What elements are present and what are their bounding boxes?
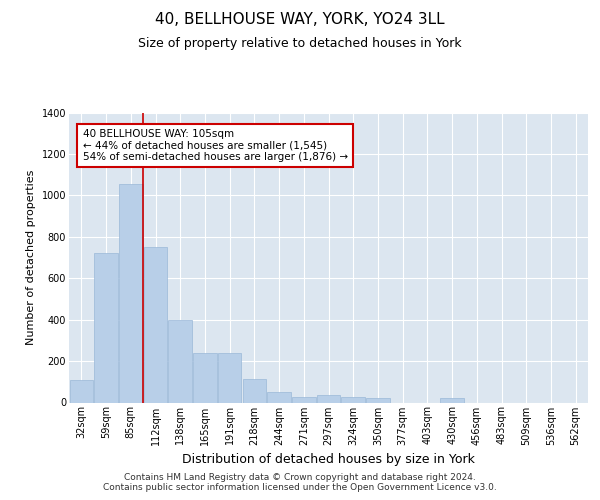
Text: 40 BELLHOUSE WAY: 105sqm
← 44% of detached houses are smaller (1,545)
54% of sem: 40 BELLHOUSE WAY: 105sqm ← 44% of detach…	[83, 129, 348, 162]
X-axis label: Distribution of detached houses by size in York: Distribution of detached houses by size …	[182, 453, 475, 466]
Text: Contains HM Land Registry data © Crown copyright and database right 2024.
Contai: Contains HM Land Registry data © Crown c…	[103, 473, 497, 492]
Y-axis label: Number of detached properties: Number of detached properties	[26, 170, 36, 345]
Bar	[366, 398, 389, 402]
Bar	[119, 184, 143, 402]
Bar	[144, 247, 167, 402]
Text: Size of property relative to detached houses in York: Size of property relative to detached ho…	[138, 38, 462, 51]
Bar	[341, 398, 365, 402]
Bar	[218, 353, 241, 403]
Bar	[193, 353, 217, 403]
Bar	[317, 395, 340, 402]
Bar	[292, 398, 316, 402]
Bar	[70, 380, 93, 402]
Bar	[440, 398, 464, 402]
Bar	[169, 320, 192, 402]
Bar	[94, 254, 118, 402]
Text: 40, BELLHOUSE WAY, YORK, YO24 3LL: 40, BELLHOUSE WAY, YORK, YO24 3LL	[155, 12, 445, 28]
Bar	[268, 392, 291, 402]
Bar	[242, 378, 266, 402]
